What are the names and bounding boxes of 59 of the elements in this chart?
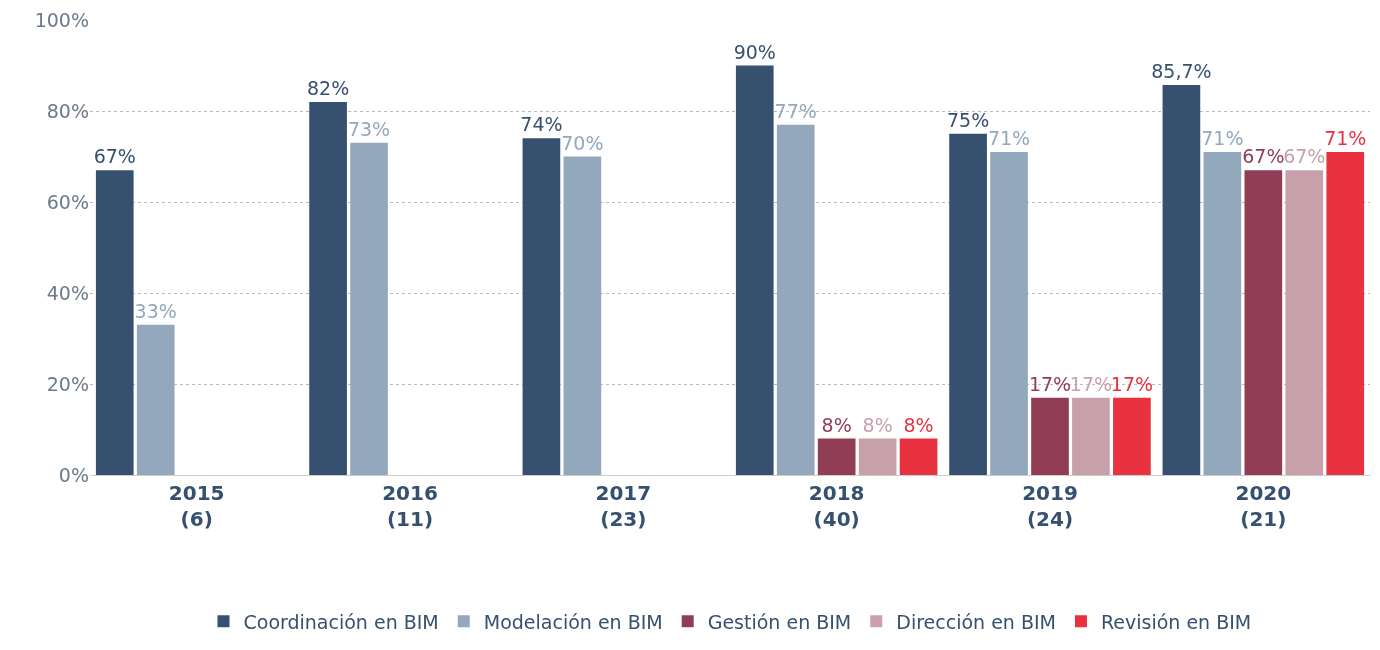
y-tick-label: 0% — [58, 463, 89, 486]
legend-label: Revisión en BIM — [1100, 610, 1252, 633]
data-label: 8% — [821, 413, 852, 436]
data-label: 74% — [520, 113, 563, 136]
bar — [858, 438, 897, 475]
legend-label: Coordinación en BIM — [243, 610, 439, 633]
data-label: 8% — [862, 413, 893, 436]
bar — [1072, 397, 1110, 475]
data-label: 77% — [774, 99, 817, 122]
data-label: 75% — [946, 108, 990, 131]
bar — [1162, 85, 1201, 475]
legend-label: Modelación en BIM — [483, 610, 663, 633]
data-label: 71% — [987, 126, 1031, 149]
y-tick-label: 100% — [34, 8, 89, 31]
y-tick-label: 40% — [46, 281, 89, 304]
bar — [1113, 397, 1151, 475]
y-tick-label: 60% — [46, 190, 89, 213]
data-label: 17% — [1110, 372, 1154, 395]
data-label: 17% — [1028, 372, 1072, 395]
data-label: 85,7% — [1151, 60, 1212, 83]
x-tick-label: 2015 (6) — [168, 481, 225, 531]
bar — [817, 438, 856, 475]
bar — [563, 156, 602, 475]
bar — [95, 170, 134, 475]
bar — [309, 101, 347, 475]
data-label: 71% — [1324, 126, 1367, 149]
y-tick-label: 80% — [46, 99, 89, 122]
bar — [899, 438, 938, 475]
x-tick-label: 2016 (11) — [382, 481, 438, 531]
data-label: 67% — [1283, 145, 1326, 168]
bar — [735, 65, 774, 475]
bar — [1031, 397, 1069, 475]
bar — [776, 124, 815, 475]
data-label: 70% — [561, 131, 604, 154]
legend-label: Gestión en BIM — [707, 610, 852, 633]
bar — [136, 324, 175, 475]
data-label: 67% — [93, 145, 136, 168]
legend-label: Dirección en BIM — [896, 610, 1056, 633]
y-tick-label: 20% — [46, 372, 89, 395]
bar — [1326, 151, 1365, 475]
bar — [1285, 170, 1324, 475]
x-tick-label: 2017 (23) — [595, 481, 652, 531]
data-label: 33% — [134, 299, 177, 322]
x-tick-label: 2020 (21) — [1235, 481, 1292, 531]
bar — [522, 138, 561, 475]
data-label: 82% — [306, 76, 350, 99]
bar — [949, 133, 987, 475]
x-tick-label: 2019 (24) — [1022, 481, 1078, 531]
bar — [1244, 170, 1283, 475]
x-tick-label: 2018 (40) — [808, 481, 865, 531]
data-label: 73% — [347, 117, 391, 140]
data-label: 67% — [1242, 145, 1285, 168]
data-label: 71% — [1201, 126, 1244, 149]
bar — [350, 142, 388, 475]
data-label: 90% — [733, 40, 776, 63]
bar — [990, 151, 1028, 475]
data-label: 8% — [903, 413, 934, 436]
bar — [1203, 151, 1242, 475]
data-label: 17% — [1069, 372, 1113, 395]
